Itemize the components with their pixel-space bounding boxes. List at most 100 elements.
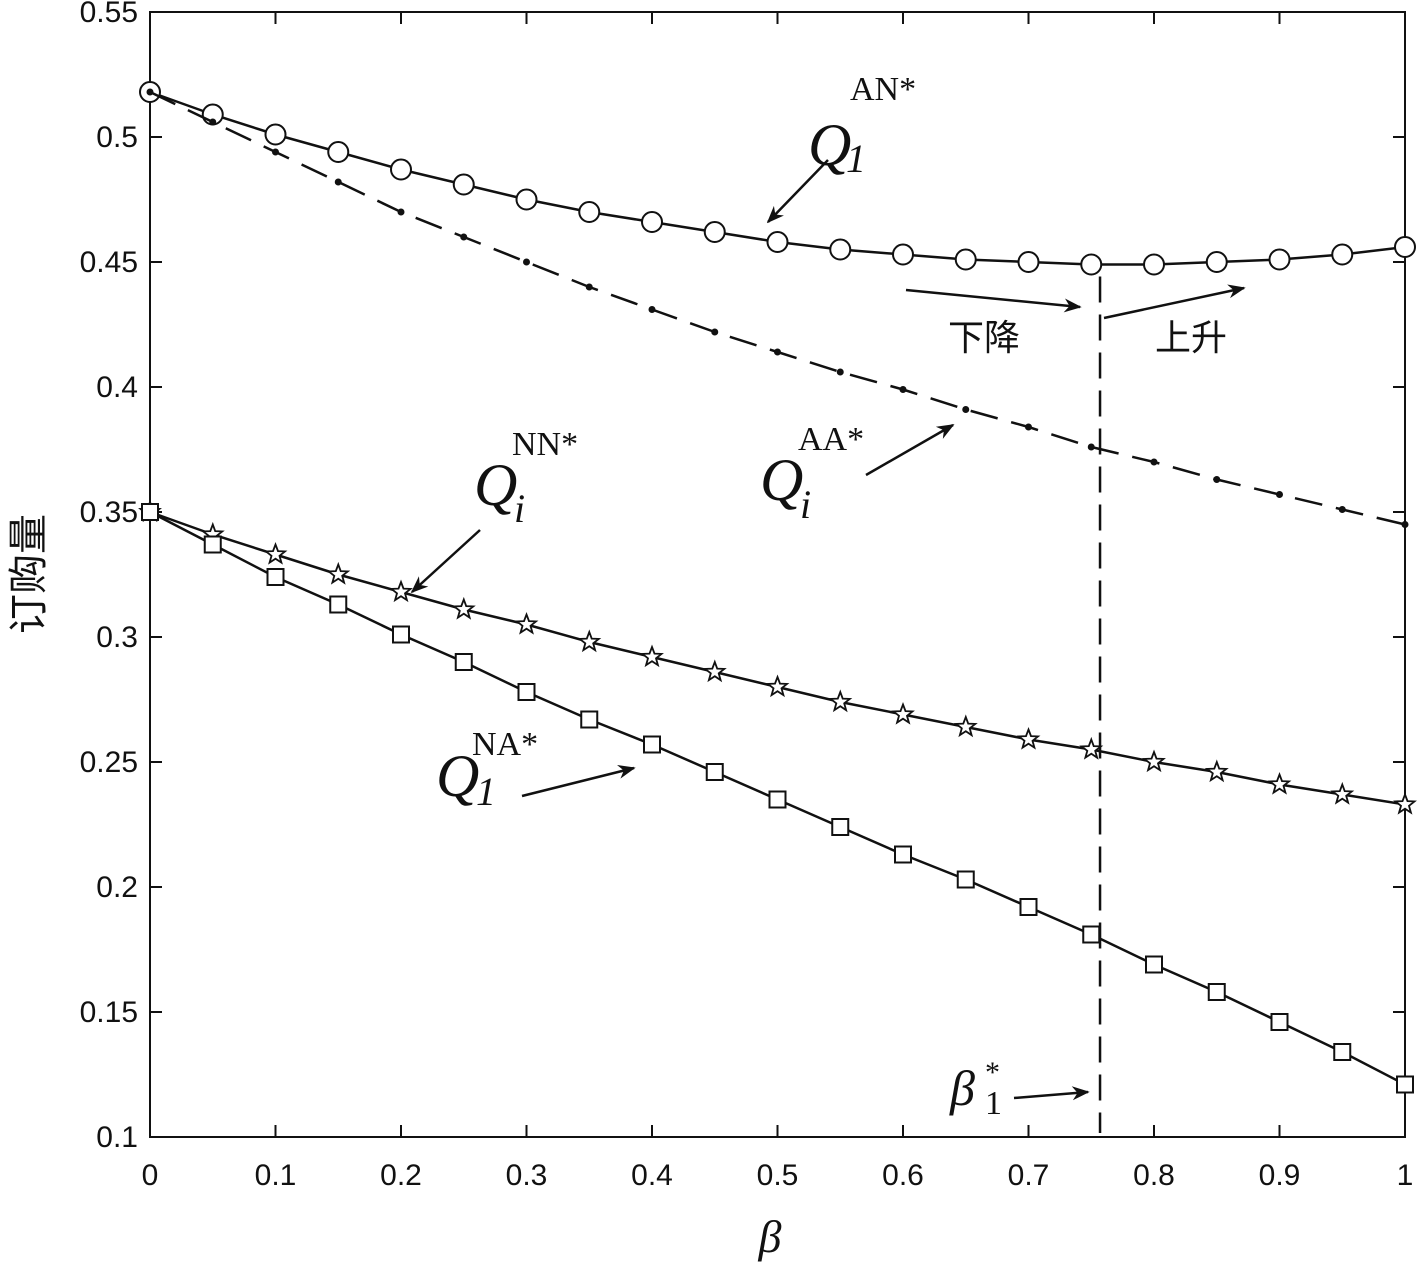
data-point	[891, 701, 915, 725]
data-point	[1079, 736, 1104, 760]
x-tick-label: 0.8	[1133, 1159, 1175, 1192]
data-point	[1204, 759, 1229, 783]
data-point	[523, 258, 530, 266]
data-point	[1017, 251, 1040, 273]
data-point	[1016, 726, 1041, 750]
data-point	[578, 201, 601, 223]
data-point	[580, 710, 599, 729]
decrease-arrow	[905, 288, 1082, 313]
x-tick-label: 0.3	[506, 1159, 548, 1192]
data-point	[334, 178, 342, 186]
data-point	[329, 595, 348, 614]
beta-star-base: β	[949, 1060, 975, 1116]
data-point	[765, 674, 790, 698]
x-tick-label: 0.2	[380, 1159, 422, 1192]
x-axis-ticks: 0 0.1 0.2 0.3 0.4 0.5 0.6 0.7 0.8 0.9 1	[142, 12, 1414, 1192]
data-point	[766, 231, 789, 253]
series-3	[138, 499, 1417, 815]
q-aa-sub: i	[800, 482, 811, 527]
data-point	[828, 689, 853, 713]
data-point	[390, 158, 412, 181]
q-an-sup: AN*	[850, 71, 916, 108]
data-point	[326, 561, 351, 585]
data-point	[263, 541, 288, 565]
y-tick-label: 0.35	[80, 496, 138, 529]
x-tick-label: 0.5	[757, 1159, 799, 1192]
data-point	[460, 233, 468, 241]
data-point	[451, 596, 476, 620]
q-na-sub: 1	[476, 769, 496, 814]
series-4	[141, 503, 1414, 1094]
data-point	[962, 406, 970, 413]
data-point	[577, 629, 602, 653]
data-point	[899, 386, 907, 393]
data-point	[1394, 236, 1416, 258]
data-point	[1082, 925, 1101, 944]
data-point	[892, 243, 914, 266]
data-point	[514, 611, 539, 635]
data-point	[141, 503, 159, 521]
data-point	[1268, 248, 1291, 271]
data-point	[1331, 243, 1354, 266]
data-point	[774, 348, 781, 356]
data-point	[203, 535, 222, 554]
data-point	[585, 283, 593, 291]
data-point	[1333, 1043, 1352, 1061]
y-axis-ticks: 0.1 0.15 0.2 0.25 0.3 0.35 0.4 0.45 0.5 0.55	[80, 0, 1405, 1154]
data-point	[643, 735, 661, 754]
q-nn-sub: i	[514, 486, 525, 531]
y-tick-label: 0.4	[96, 371, 138, 404]
beta-star-sup: *	[985, 1056, 1000, 1089]
data-point	[1087, 443, 1095, 451]
data-point	[1338, 506, 1346, 513]
x-tick-label: 0.4	[631, 1159, 673, 1192]
data-point	[953, 714, 978, 738]
data-point	[641, 211, 663, 233]
data-point	[768, 790, 787, 809]
y-tick-label: 0.15	[80, 996, 138, 1029]
series-2	[146, 88, 1409, 528]
x-tick-label: 0	[142, 1159, 159, 1192]
data-point	[397, 208, 405, 216]
data-point	[1396, 1075, 1414, 1094]
data-point	[894, 845, 912, 864]
increase-label: 上升	[1155, 318, 1227, 359]
x-tick-label: 1	[1397, 1159, 1414, 1192]
x-tick-label: 0.7	[1008, 1159, 1050, 1192]
data-point	[640, 644, 664, 668]
y-tick-label: 0.45	[80, 246, 138, 279]
data-point	[711, 328, 719, 336]
q-nn-arrow	[410, 529, 481, 594]
data-point	[956, 870, 975, 889]
data-point	[392, 625, 410, 644]
q-na-arrow	[521, 765, 636, 798]
x-tick-label: 0.9	[1259, 1159, 1301, 1192]
q-aa-sup: AA*	[798, 421, 864, 458]
data-point	[829, 238, 852, 261]
beta-star-arrow	[1013, 1086, 1090, 1101]
data-point	[1207, 983, 1226, 1001]
data-point	[705, 763, 724, 781]
data-point	[1143, 253, 1165, 276]
x-tick-label: 0.6	[882, 1159, 924, 1192]
series-layer	[138, 81, 1417, 1094]
data-point	[954, 248, 977, 271]
y-tick-label: 0.55	[80, 0, 138, 29]
data-point	[1205, 251, 1228, 273]
q-nn-base: Q	[474, 452, 517, 518]
data-point	[515, 188, 538, 211]
data-point	[1330, 781, 1355, 805]
trend-annotations: 下降 上升	[905, 284, 1246, 359]
data-point	[1267, 771, 1292, 795]
beta-star-sub: 1	[985, 1085, 1002, 1122]
data-point	[389, 579, 413, 603]
data-point	[517, 683, 536, 701]
data-point	[702, 659, 727, 683]
data-point	[648, 306, 656, 313]
data-point	[1393, 791, 1417, 815]
data-point	[1025, 423, 1032, 431]
data-point	[703, 221, 726, 243]
data-point	[272, 148, 279, 156]
y-tick-label: 0.25	[80, 746, 138, 779]
data-point	[146, 88, 154, 96]
